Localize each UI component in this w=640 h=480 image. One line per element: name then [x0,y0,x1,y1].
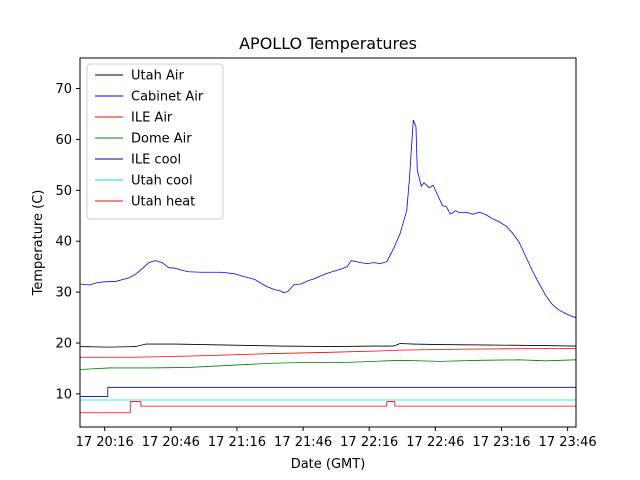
plot-frame [79,57,577,428]
x-tick-label: 17 20:46 [142,435,200,450]
y-axis-label: Temperature (C) [31,190,46,297]
x-axis: 17 20:16 17 20:46 17 21:16 17 21:46 17 22:16… [76,427,597,450]
legend: Utah Air Cabinet Air ILE Air Dome Air ILE co… [86,63,224,220]
plot-area [79,57,577,428]
series-line-cabinet-air [80,119,576,318]
series-line-dome-air [80,359,576,370]
y-tick-label: 10 [55,387,72,402]
legend-label: ILE Air [131,111,173,126]
x-tick-label: 17 20:16 [76,435,134,450]
legend-label: Utah cool [131,174,193,189]
series-line-utah-air [80,343,576,348]
series-line-ile-air [80,348,576,358]
chart-title: APOLLO Temperatures [239,34,417,53]
x-tick-label: 17 21:16 [208,435,266,450]
y-tick-label: 60 [55,133,72,148]
legend-label: Utah heat [131,195,195,210]
series-line-utah-heat [80,401,576,414]
x-axis-label: Date (GMT) [291,457,366,472]
legend-label: ILE cool [131,153,181,168]
y-tick-label: 20 [55,337,72,352]
y-tick-label: 50 [55,184,72,199]
x-tick-label: 17 21:46 [274,435,332,450]
series-line-ile-cool [80,386,576,397]
legend-label: Utah Air [131,69,184,84]
x-tick-label: 17 23:46 [539,435,597,450]
x-tick-label: 17 23:16 [472,435,530,450]
legend-label: Dome Air [131,132,192,147]
y-tick-label: 40 [55,235,72,250]
legend-label: Cabinet Air [131,90,204,105]
y-tick-label: 70 [55,82,72,97]
y-tick-label: 30 [55,286,72,301]
x-tick-label: 17 22:16 [340,435,398,450]
series-layer [80,119,576,414]
x-tick-label: 17 22:46 [406,435,464,450]
y-axis: 10 20 30 40 50 60 70 [55,82,80,402]
